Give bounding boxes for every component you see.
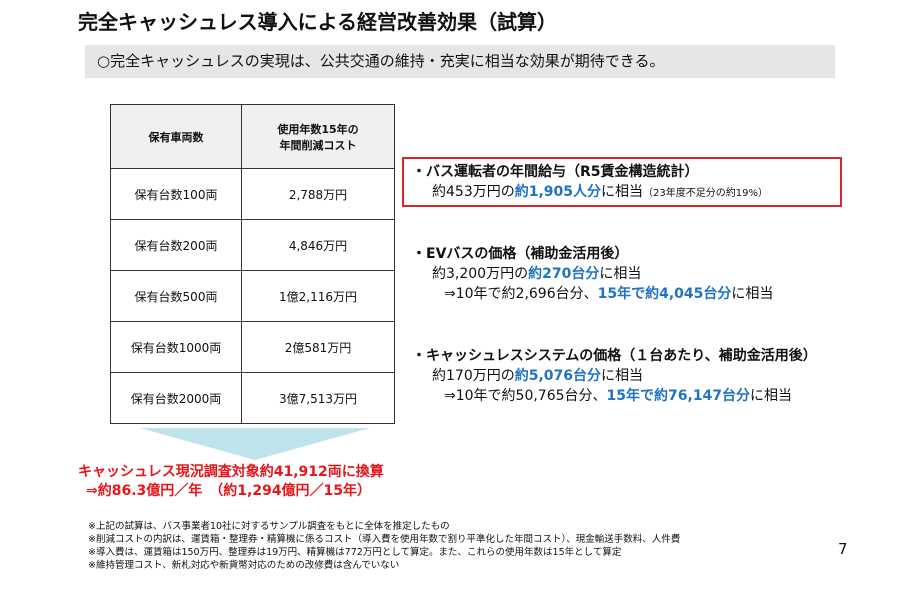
- subtitle-banner: ○完全キャッシュレスの実現は、公共交通の維持・充実に相当な効果が期待できる。: [85, 45, 835, 78]
- text: に相当: [731, 286, 774, 302]
- cell-vehicles: 保有台数2000両: [110, 372, 242, 424]
- table-header: 保有車両数 使用年数15年の 年間削減コスト: [110, 104, 395, 169]
- footnote: ※上記の試算は、バス事業者10社に対するサンプル調査をもとに全体を推定したもの: [88, 521, 450, 532]
- down-arrow-shape: [140, 428, 370, 460]
- text: に相当: [750, 388, 793, 404]
- header-cost: 使用年数15年の 年間削減コスト: [241, 104, 395, 169]
- item-heading: ・キャッシュレスシステムの価格（１台あたり、補助金活用後）: [412, 348, 817, 364]
- item-heading: ・EVバスの価格（補助金活用後）: [412, 246, 629, 262]
- footnote: ※維持管理コスト、新札対応や新貨幣対応のための改修費は含んでいない: [88, 560, 400, 571]
- text: に相当: [601, 184, 644, 200]
- item-cashless-system: ・キャッシュレスシステムの価格（１台あたり、補助金活用後） 約170万円の約5,…: [412, 346, 817, 406]
- highlight-box: [402, 157, 842, 207]
- highlight-value: 約1,905人分: [514, 184, 602, 200]
- highlight-value: 約270台分: [528, 266, 600, 282]
- table-row: 保有台数1000両 2億581万円: [110, 321, 395, 373]
- cell-vehicles: 保有台数1000両: [110, 321, 242, 373]
- item-driver-salary: ・バス運転者の年間給与（R5賃金構造統計） 約453万円の約1,905人分に相当…: [412, 162, 768, 204]
- page-title: 完全キャッシュレス導入による経営改善効果（試算）: [78, 10, 557, 34]
- cell-vehicles: 保有台数200両: [110, 219, 242, 271]
- note-text: （23年度不足分の約19%）: [643, 188, 768, 199]
- cell-cost: 1億2,116万円: [241, 270, 395, 322]
- footnotes: ※上記の試算は、バス事業者10社に対するサンプル調査をもとに全体を推定したもの …: [88, 520, 680, 572]
- text: ⇒10年で約50,765台分、: [444, 388, 607, 404]
- cell-cost: 2,788万円: [241, 168, 395, 220]
- cell-cost: 3億7,513万円: [241, 372, 395, 424]
- highlight-value: 15年で約76,147台分: [606, 388, 751, 404]
- highlight-value: 約5,076台分: [514, 368, 602, 384]
- table-row: 保有台数100両 2,788万円: [110, 168, 395, 220]
- table-row: 保有台数500両 1億2,116万円: [110, 270, 395, 322]
- table-row: 保有台数2000両 3億7,513万円: [110, 372, 395, 424]
- table-row: 保有台数200両 4,846万円: [110, 219, 395, 271]
- text: に相当: [601, 368, 644, 384]
- footnote: ※削減コストの内訳は、運賃箱・整理券・精算機に係るコスト（導入費を使用年数で割り…: [88, 534, 681, 545]
- conversion-line-2: ⇒約86.3億円／年 （約1,294億円／15年）: [86, 483, 372, 499]
- cell-cost: 4,846万円: [241, 219, 395, 271]
- cell-vehicles: 保有台数100両: [110, 168, 242, 220]
- text: 約453万円の: [432, 184, 515, 200]
- text: ⇒10年で約2,696台分、: [444, 286, 598, 302]
- text: 約3,200万円の: [432, 266, 529, 282]
- text: 約170万円の: [432, 368, 515, 384]
- cost-table: 保有車両数 使用年数15年の 年間削減コスト 保有台数100両 2,788万円 保有…: [110, 104, 395, 424]
- page-number: 7: [838, 540, 848, 558]
- text: に相当: [599, 266, 642, 282]
- cell-cost: 2億581万円: [241, 321, 395, 373]
- conversion-line-1: キャッシュレス現況調査対象約41,912両に換算: [78, 464, 384, 480]
- item-heading: ・バス運転者の年間給与（R5賃金構造統計）: [412, 164, 699, 180]
- header-vehicles: 保有車両数: [110, 104, 242, 169]
- footnote: ※導入費は、運賃箱は150万円、整理券は19万円、精算機は772万円として算定。…: [88, 547, 622, 558]
- highlight-value: 15年で約4,045台分: [597, 286, 732, 302]
- item-ev-bus: ・EVバスの価格（補助金活用後） 約3,200万円の約270台分に相当 ⇒10年…: [412, 244, 773, 304]
- cell-vehicles: 保有台数500両: [110, 270, 242, 322]
